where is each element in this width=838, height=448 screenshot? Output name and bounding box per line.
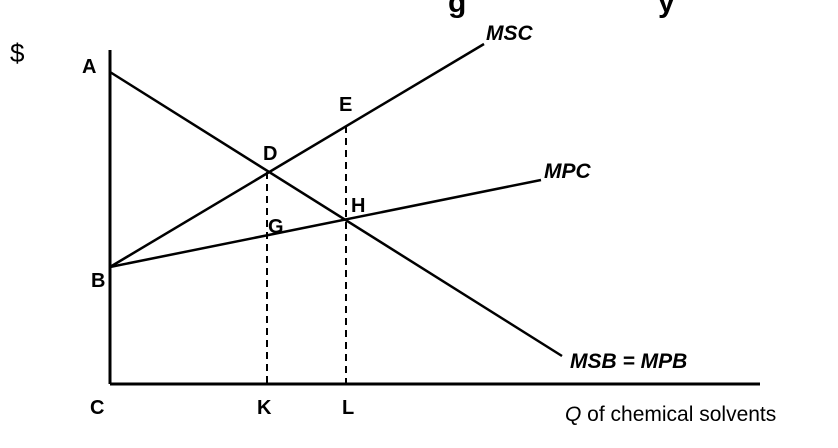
point-label-a: A [82, 56, 96, 78]
point-label-c: C [90, 397, 104, 419]
mpc-curve [109, 178, 542, 269]
curve-label-msb: MSB = MPB [570, 350, 687, 373]
point-label-d: D [263, 143, 277, 165]
curve-label-msc: MSC [486, 22, 534, 45]
point-label-h: H [351, 195, 365, 217]
curve-label-mpc: MPC [544, 160, 592, 183]
msb-mpb-curve [109, 70, 563, 358]
point-label-k: K [257, 397, 272, 419]
msc-curve [109, 42, 485, 269]
y-axis-label: $ [10, 38, 25, 68]
point-label-g: G [268, 216, 284, 238]
cut-title-fragment: g y [448, 0, 675, 19]
point-label-l: L [342, 397, 354, 419]
point-label-b: B [91, 270, 105, 292]
x-axis-label-rest: of chemical solvents [581, 403, 776, 426]
x-axis-label-q: Q [565, 403, 581, 426]
x-axis-label: Q of chemical solvents [565, 403, 776, 426]
point-label-e: E [339, 94, 352, 116]
